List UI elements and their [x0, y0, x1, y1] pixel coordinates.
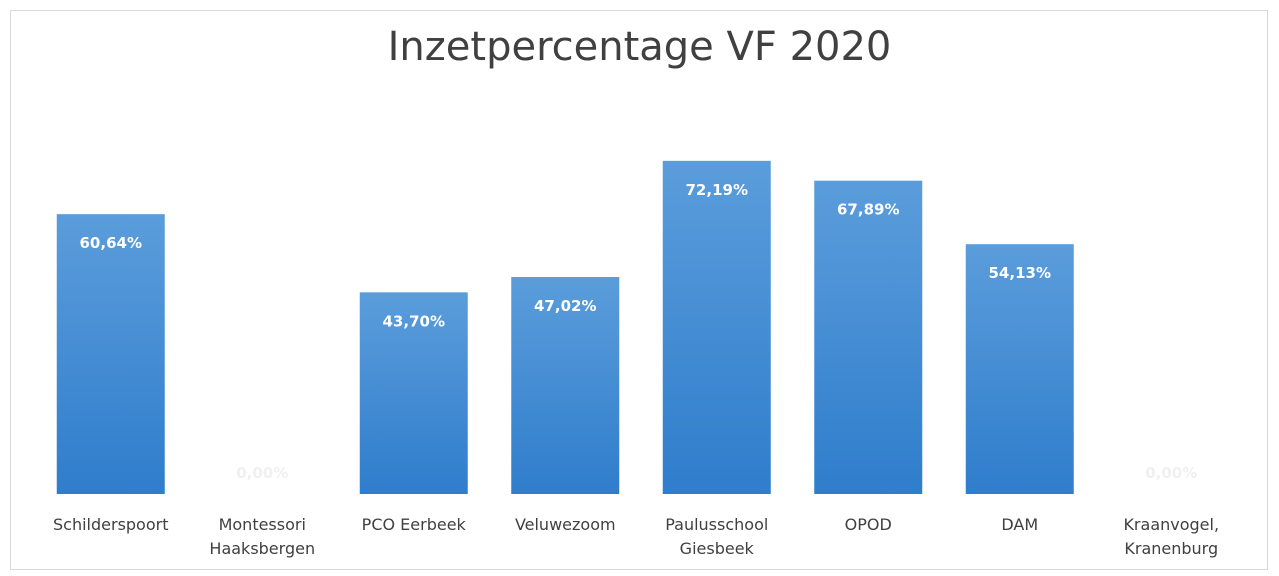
bar: [359, 292, 468, 494]
data-label: 47,02%: [534, 297, 596, 315]
data-label: 43,70%: [383, 312, 445, 330]
chart-border: [10, 10, 1268, 570]
bar: [56, 214, 165, 494]
bar: [814, 180, 923, 494]
bar: [965, 244, 1074, 494]
x-tick-label: PCO Eerbeek: [361, 515, 466, 534]
x-tick-label: Schilderspoort: [53, 515, 169, 534]
x-tick-label: DAM: [1001, 515, 1039, 534]
x-tick-label: Kraanvogel, Kranenburg: [1123, 515, 1220, 558]
data-label: 0,00%: [236, 464, 288, 482]
x-tick-label: OPOD: [844, 515, 892, 534]
bar: [511, 277, 620, 494]
data-label: 72,19%: [686, 181, 748, 199]
data-label: 67,89%: [837, 201, 899, 219]
x-tick-label: Montessori Haaksbergen: [209, 515, 316, 558]
data-label: 60,64%: [80, 234, 142, 252]
bar: [662, 160, 771, 495]
data-label: 0,00%: [1145, 464, 1197, 482]
x-tick-label: Paulusschool Giesbeek: [665, 515, 769, 558]
data-label: 54,13%: [989, 264, 1051, 282]
x-tick-label: Veluwezoom: [514, 515, 616, 534]
chart-title: Inzetpercentage VF 2020: [387, 24, 892, 70]
